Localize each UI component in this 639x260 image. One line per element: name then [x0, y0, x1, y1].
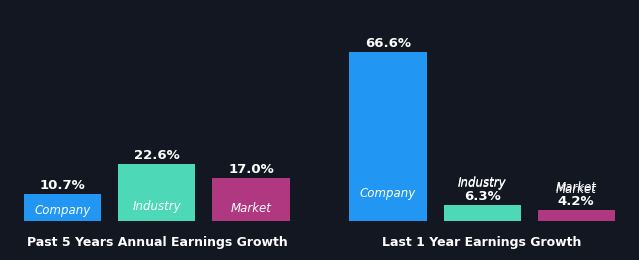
Text: 22.6%: 22.6% [134, 149, 180, 162]
Bar [350, 53, 427, 221]
Text: 66.6%: 66.6% [365, 37, 411, 50]
Text: 10.7%: 10.7% [40, 179, 86, 192]
Text: Company: Company [360, 187, 416, 200]
Text: Market: Market [556, 181, 597, 194]
Text: Industry: Industry [133, 200, 181, 213]
Text: Industry: Industry [458, 177, 506, 190]
Bar [443, 205, 521, 221]
Text: 4.2%: 4.2% [558, 195, 594, 208]
Text: Last 1 Year Earnings Growth: Last 1 Year Earnings Growth [382, 236, 581, 249]
Text: Company: Company [35, 204, 91, 217]
Bar [537, 210, 615, 221]
Text: Past 5 Years Annual Earnings Growth: Past 5 Years Annual Earnings Growth [27, 236, 288, 249]
Text: 17.0%: 17.0% [228, 163, 274, 176]
Text: Industry: Industry [458, 176, 506, 189]
Bar [118, 164, 196, 221]
Text: 6.3%: 6.3% [464, 190, 500, 203]
Text: Market: Market [556, 183, 597, 196]
Bar [24, 194, 102, 221]
Text: Market: Market [231, 202, 272, 215]
Bar [212, 178, 289, 221]
